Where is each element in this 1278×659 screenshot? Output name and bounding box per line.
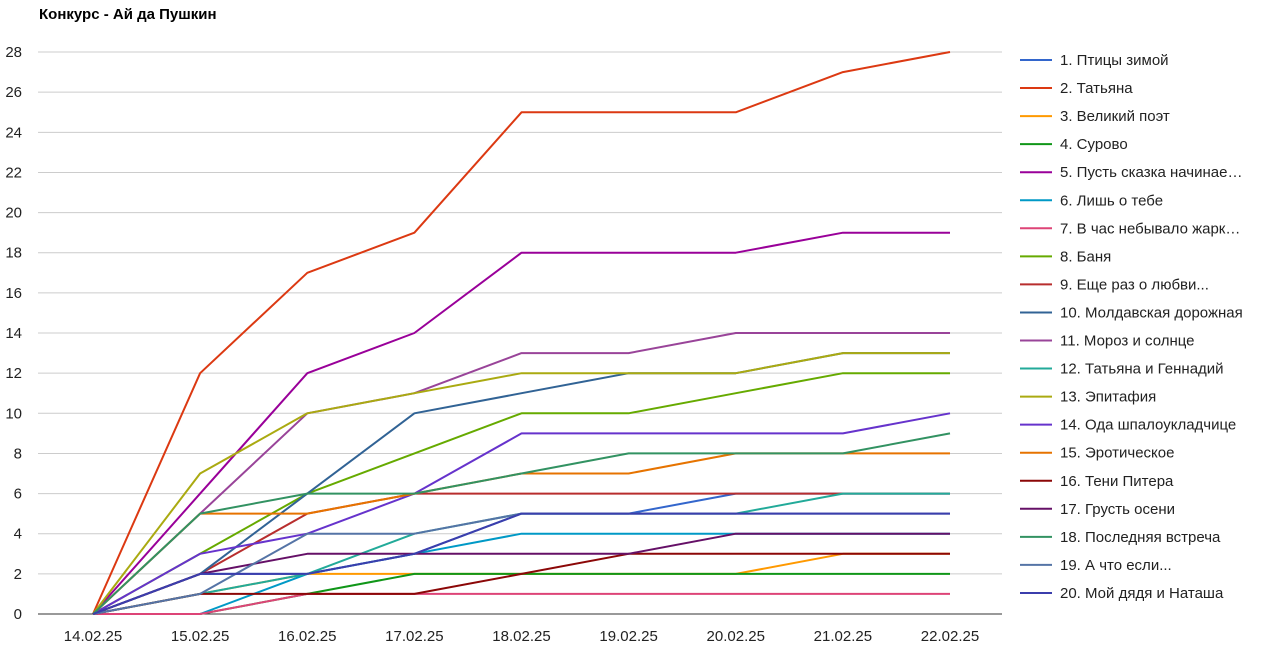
y-tick-label: 20 <box>5 205 22 222</box>
x-tick-label: 18.02.25 <box>492 628 550 645</box>
y-tick-label: 14 <box>5 325 22 342</box>
legend-entry: 14. Ода шпалоукладчице <box>1060 417 1236 434</box>
legend-entry: 6. Лишь о тебе <box>1060 192 1163 209</box>
x-tick-label: 22.02.25 <box>921 628 979 645</box>
series-line-8 <box>92 372 950 615</box>
chart-title: Конкурс - Ай да Пушкин <box>39 6 217 23</box>
x-tick-label: 20.02.25 <box>707 628 765 645</box>
y-tick-label: 22 <box>5 164 22 181</box>
x-tick-label: 21.02.25 <box>814 628 872 645</box>
series-line-17 <box>92 532 950 615</box>
y-tick-label: 16 <box>5 285 22 302</box>
legend-entry: 8. Баня <box>1060 248 1111 265</box>
series-line-9 <box>92 492 950 615</box>
y-tick-label: 0 <box>14 606 22 623</box>
y-tick-label: 26 <box>5 84 22 101</box>
legend-entry: 2. Татьяна <box>1060 80 1133 97</box>
legend-entry: 10. Молдавская дорожная <box>1060 304 1243 321</box>
y-tick-label: 12 <box>5 365 22 382</box>
x-tick-label: 16.02.25 <box>278 628 336 645</box>
series-line-11 <box>92 332 950 615</box>
legend-entry: 3. Великий поэт <box>1060 108 1170 125</box>
series-line-13 <box>92 352 950 615</box>
y-tick-label: 18 <box>5 245 22 262</box>
series-line-2 <box>92 51 951 615</box>
legend-entry: 12. Татьяна и Геннадий <box>1060 361 1224 378</box>
legend-entry: 20. Мой дядя и Наташа <box>1060 585 1224 602</box>
series-line-18 <box>92 432 951 615</box>
legend-entry: 5. Пусть сказка начинае… <box>1060 164 1242 181</box>
series-line-7 <box>93 592 950 615</box>
legend-entry: 19. А что если... <box>1060 557 1172 574</box>
y-tick-label: 28 <box>5 44 22 61</box>
y-tick-label: 24 <box>5 124 22 141</box>
legend-entry: 11. Мороз и солнце <box>1060 333 1195 350</box>
y-tick-label: 4 <box>14 526 22 543</box>
legend-entry: 4. Сурово <box>1060 136 1128 153</box>
legend-entry: 16. Тени Питера <box>1060 473 1174 490</box>
legend-entry: 9. Еще раз о любви... <box>1060 276 1209 293</box>
x-axis-ticks: 14.02.25 15.02.25 16.02.25 17.02.25 18.02.25… <box>64 628 979 645</box>
series-line-16 <box>92 552 950 615</box>
x-tick-label: 19.02.25 <box>599 628 657 645</box>
y-tick-label: 10 <box>5 405 22 422</box>
legend-entry: 1. Птицы зимой <box>1060 52 1169 69</box>
legend-entry: 15. Эротическое <box>1060 445 1174 462</box>
y-tick-label: 8 <box>14 445 22 462</box>
x-tick-label: 17.02.25 <box>385 628 443 645</box>
x-tick-label: 14.02.25 <box>64 628 122 645</box>
y-tick-label: 6 <box>14 486 22 503</box>
legend: 1. Птицы зимой 2. Татьяна 3. Великий поэт 4… <box>1020 52 1243 602</box>
legend-entry: 7. В час небывало жарк… <box>1060 220 1240 237</box>
series-line-20 <box>92 512 950 615</box>
series-line-14 <box>92 412 951 615</box>
y-tick-label: 2 <box>14 566 22 583</box>
series-lines <box>92 51 951 615</box>
legend-entry: 17. Грусть осени <box>1060 501 1175 518</box>
legend-entry: 18. Последняя встреча <box>1060 529 1221 546</box>
legend-entry: 13. Эпитафия <box>1060 389 1156 406</box>
series-line-19 <box>92 512 950 615</box>
x-tick-label: 15.02.25 <box>171 628 229 645</box>
